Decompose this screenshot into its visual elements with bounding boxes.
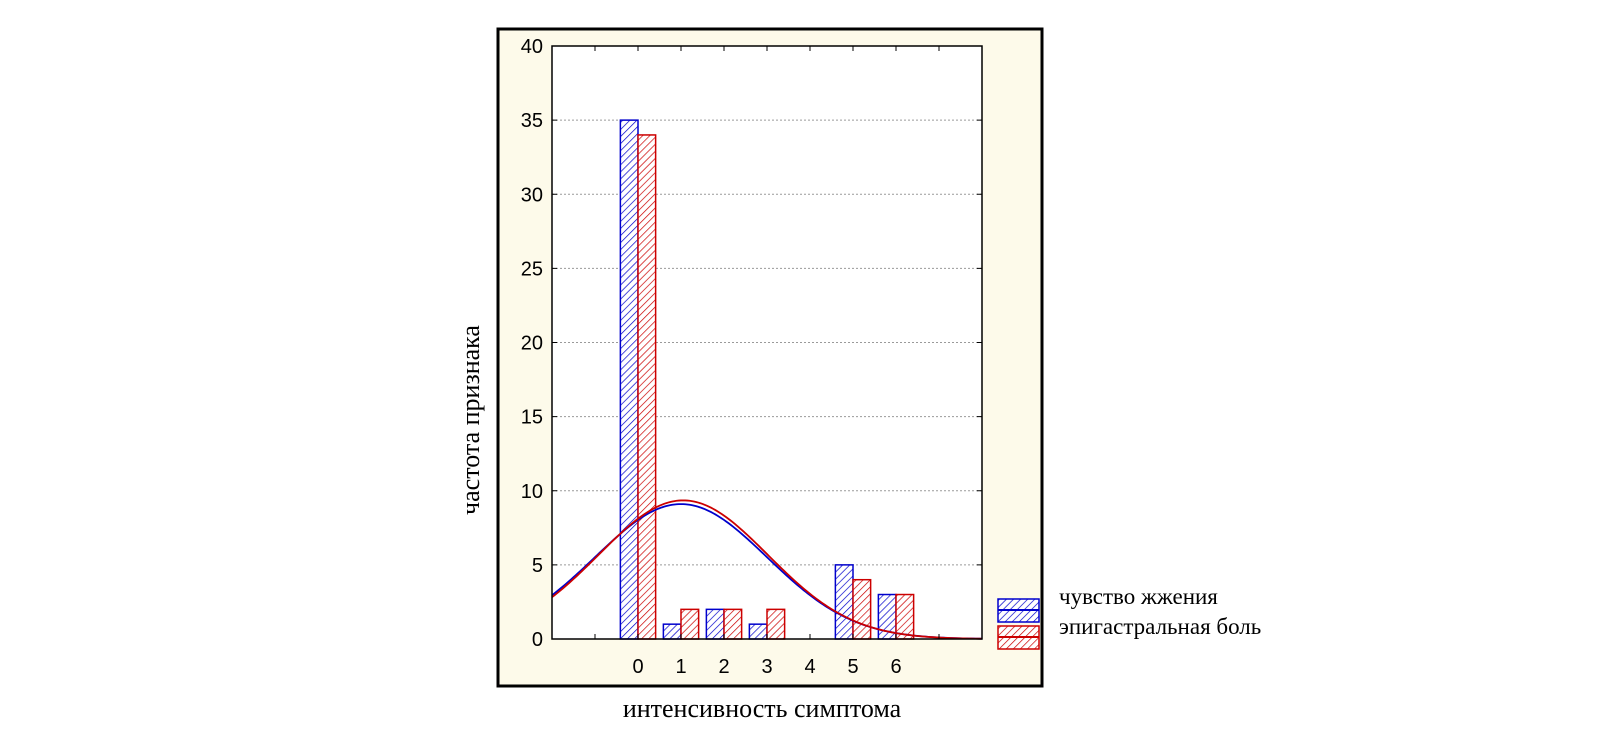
- legend-label-epigastric-pain: эпигастральная боль: [1059, 614, 1261, 639]
- x-axis-ticks: 0 1 2 3 4 5 6: [551, 46, 983, 678]
- y-tick-label: 25: [521, 258, 543, 280]
- x-tick-label: 2: [718, 656, 729, 678]
- y-tick-label: 5: [532, 555, 543, 577]
- bar-epigastric-pain: [637, 134, 657, 640]
- y-axis-ticks: 0 5 10 15 20 25 30 35 40: [521, 36, 982, 651]
- x-tick-label: 4: [804, 656, 815, 678]
- normal-fit-curves: [551, 499, 983, 640]
- legend-label-burning: чувство жжения: [1059, 584, 1218, 609]
- y-tick-label: 35: [521, 110, 543, 132]
- bar-burning: [748, 623, 768, 640]
- x-axis-title: интенсивность симптома: [623, 694, 902, 723]
- y-tick-label: 15: [521, 407, 543, 429]
- bar-burning: [619, 119, 639, 640]
- y-tick-label: 10: [521, 481, 543, 503]
- bar-epigastric-pain: [895, 593, 915, 640]
- x-tick-label: 3: [761, 656, 772, 678]
- bar-burning: [705, 608, 725, 640]
- bar-epigastric-pain: [723, 608, 743, 640]
- bar-epigastric-pain: [680, 608, 700, 640]
- bar-epigastric-pain: [766, 608, 786, 640]
- normal-curve-epigastric-pain: [551, 499, 983, 640]
- bar-epigastric-pain: [852, 578, 872, 640]
- x-tick-label: 5: [847, 656, 858, 678]
- bars: [619, 119, 915, 640]
- y-tick-label: 20: [521, 333, 543, 355]
- y-tick-label: 40: [521, 36, 543, 58]
- bar-burning: [834, 564, 854, 640]
- x-tick-label: 0: [632, 656, 643, 678]
- y-tick-label: 0: [532, 629, 543, 651]
- legend: чувство жжения эпигастральная боль: [997, 584, 1261, 650]
- y-axis-title: частота признака: [456, 325, 485, 515]
- x-tick-label: 1: [675, 656, 686, 678]
- y-tick-label: 30: [521, 184, 543, 206]
- legend-item-burning: чувство жжения: [997, 584, 1218, 623]
- bar-burning: [662, 623, 682, 640]
- legend-item-epigastric-pain: эпигастральная боль: [997, 614, 1261, 650]
- x-tick-label: 6: [890, 656, 901, 678]
